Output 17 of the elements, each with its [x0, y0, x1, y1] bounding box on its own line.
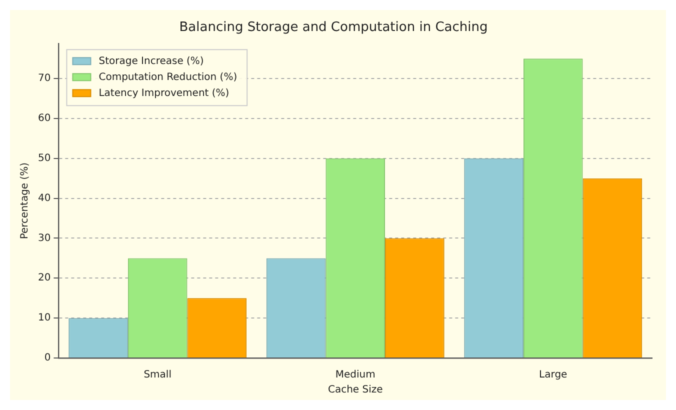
y-tick-label: 40 [38, 192, 51, 204]
x-tick-label: Medium [335, 370, 376, 381]
y-tick-label: 30 [38, 232, 51, 244]
x-tick-label: Small [144, 370, 172, 381]
legend-label: Computation Reduction (%) [98, 72, 238, 84]
y-axis-title: Percentage (%) [20, 162, 31, 240]
chart-title: Balancing Storage and Computation in Caching [179, 20, 488, 36]
y-tick-label: 20 [38, 272, 51, 284]
x-tick-label: Large [539, 370, 568, 381]
y-tick-label: 50 [38, 152, 51, 164]
x-axis-title: Cache Size [328, 384, 383, 396]
legend-label: Latency Improvement (%) [98, 88, 230, 100]
y-tick-label: 10 [38, 312, 51, 324]
y-tick-label: 0 [44, 352, 51, 364]
y-tick-label: 60 [38, 113, 51, 124]
y-tick-label: 70 [38, 73, 51, 84]
legend-label: Storage Increase (%) [98, 56, 204, 68]
